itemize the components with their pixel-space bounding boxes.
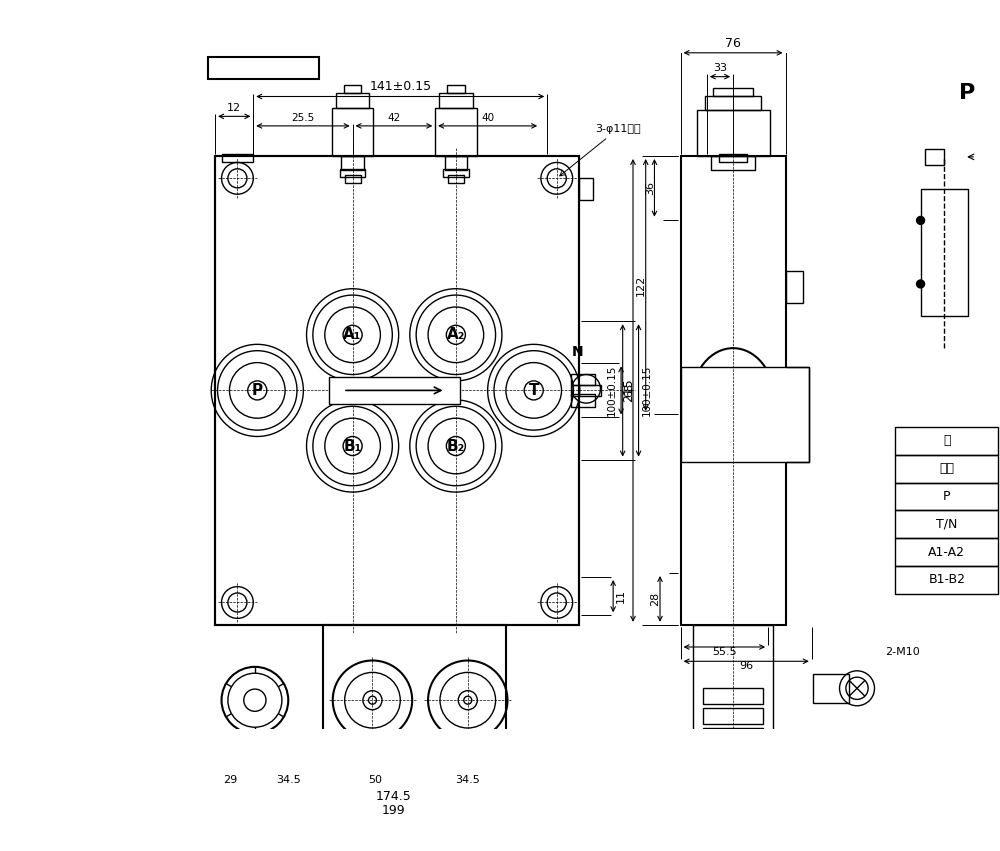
Bar	[340, 168, 365, 177]
Text: 50: 50	[369, 775, 383, 785]
Text: 40: 40	[481, 112, 494, 123]
Text: 接口: 接口	[939, 462, 954, 475]
Text: 阀: 阀	[943, 434, 951, 448]
Bar	[435, 108, 477, 156]
Text: 55.5: 55.5	[712, 647, 737, 656]
Bar	[579, 178, 593, 200]
Text: 174.5: 174.5	[375, 790, 411, 802]
Bar	[813, 674, 849, 703]
Text: 215: 215	[622, 379, 635, 403]
Bar	[711, 156, 755, 170]
Text: A₂: A₂	[447, 328, 465, 342]
Bar	[439, 93, 473, 108]
Bar	[448, 175, 464, 183]
Text: 12: 12	[227, 103, 241, 113]
Text: 68: 68	[624, 383, 634, 397]
Bar	[786, 271, 803, 303]
Bar	[713, 88, 753, 95]
Text: 2-M10: 2-M10	[885, 647, 920, 656]
Bar	[895, 566, 998, 594]
Bar	[681, 156, 786, 625]
Text: B1-B2: B1-B2	[928, 574, 965, 586]
Circle shape	[917, 280, 925, 288]
Bar	[571, 394, 595, 407]
Text: 29: 29	[223, 775, 237, 785]
Text: 122: 122	[636, 274, 646, 295]
Text: 3-φ11通孔: 3-φ11通孔	[560, 124, 641, 176]
Bar	[921, 189, 968, 316]
Bar	[895, 511, 998, 538]
Bar	[247, 732, 263, 757]
Text: 25.5: 25.5	[291, 112, 315, 123]
Text: A₁: A₁	[343, 328, 362, 342]
Bar	[222, 155, 253, 163]
Bar	[703, 708, 763, 724]
Text: 100±0.15: 100±0.15	[607, 365, 617, 416]
Text: 42: 42	[387, 112, 401, 123]
Text: 34.5: 34.5	[455, 775, 480, 785]
Text: 34.5: 34.5	[277, 775, 301, 785]
Bar	[895, 427, 998, 454]
Bar	[365, 758, 380, 766]
Bar	[453, 749, 482, 760]
Bar	[445, 156, 467, 170]
Bar	[719, 155, 747, 163]
Text: 141±0.15: 141±0.15	[369, 80, 431, 94]
Text: 36: 36	[645, 181, 655, 195]
Bar	[571, 374, 595, 385]
Bar	[341, 156, 364, 170]
Bar	[443, 168, 469, 177]
Bar	[895, 538, 998, 566]
Bar	[895, 483, 998, 511]
Bar	[329, 377, 460, 404]
Text: 100±0.15: 100±0.15	[642, 365, 652, 416]
Bar	[703, 728, 763, 744]
Bar	[571, 385, 601, 396]
Text: 76: 76	[725, 37, 741, 49]
Bar	[460, 758, 476, 766]
Bar	[697, 110, 770, 156]
Bar	[215, 156, 579, 625]
Bar	[344, 84, 361, 93]
Text: P: P	[959, 83, 975, 102]
Bar	[447, 84, 465, 93]
Text: A1-A2: A1-A2	[928, 545, 965, 558]
Bar	[717, 751, 749, 766]
Text: 199: 199	[381, 804, 405, 817]
Bar	[345, 175, 361, 183]
Text: B₁: B₁	[343, 438, 362, 454]
Text: T/N: T/N	[936, 517, 957, 531]
Bar	[925, 149, 944, 165]
Bar	[693, 625, 773, 751]
Bar	[249, 756, 260, 774]
Text: 96: 96	[739, 661, 753, 671]
Bar	[332, 108, 373, 156]
Text: B₂: B₂	[447, 438, 465, 454]
Bar	[681, 367, 809, 462]
Bar	[215, 156, 579, 625]
Text: P: P	[252, 383, 263, 398]
Bar	[323, 625, 506, 760]
Bar	[895, 454, 998, 483]
Bar	[705, 95, 761, 110]
Text: T: T	[528, 383, 539, 398]
Text: 28: 28	[650, 591, 660, 606]
Text: N: N	[572, 345, 583, 358]
Text: 33: 33	[713, 64, 727, 73]
Bar	[358, 749, 387, 760]
Bar	[336, 93, 369, 108]
Circle shape	[917, 216, 925, 225]
Text: 11: 11	[616, 589, 626, 603]
Bar	[703, 688, 763, 704]
Bar	[208, 57, 319, 79]
Text: P: P	[943, 490, 951, 503]
